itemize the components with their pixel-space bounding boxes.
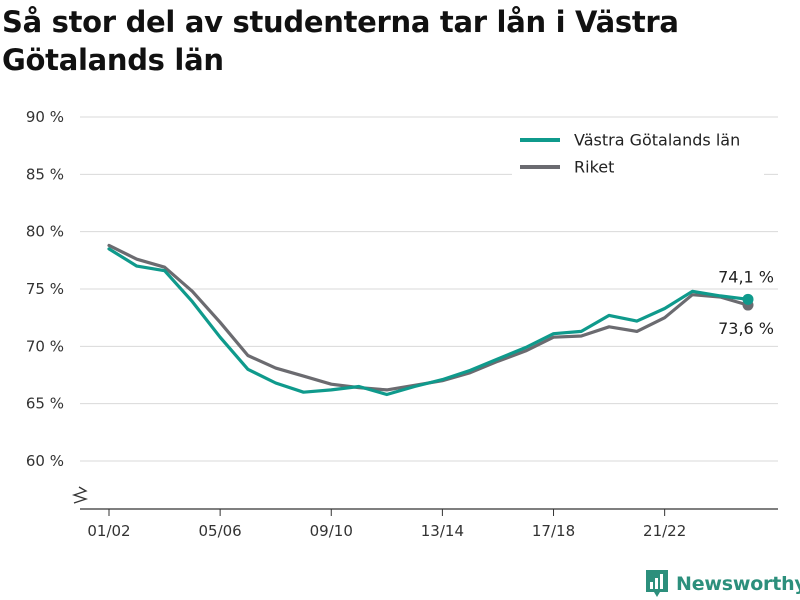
legend: Västra Götalands län Riket [512, 124, 764, 177]
y-tick-label-80: 80 % [26, 223, 64, 241]
chart-title: Så stor del av studenterna tar lån i Väs… [2, 5, 679, 77]
series-line-vastra-gotaland [107, 247, 750, 397]
x-axis: 01/02 05/06 09/10 13/14 17/18 21/22 [71, 486, 778, 540]
newsworthy-logo: Newsworthy [644, 569, 800, 599]
legend-label-riket: Riket [574, 158, 614, 177]
legend-label-vastra-gotaland: Västra Götalands län [574, 131, 740, 150]
x-tick-label-17-18: 17/18 [532, 522, 575, 540]
y-tick-label-90: 90 % [26, 108, 64, 126]
end-label-vastra-gotaland: 74,1 % [718, 267, 774, 286]
x-tick-label-13-14: 13/14 [421, 522, 464, 540]
y-tick-label-70: 70 % [26, 337, 64, 355]
series-lines [107, 243, 750, 397]
x-tick-label-01-02: 01/02 [87, 522, 130, 540]
y-axis-tick-labels: 60 % 65 % 70 % 75 % 80 % 85 % 90 % [26, 108, 64, 470]
end-marker-vastra-gotaland [742, 293, 754, 305]
y-tick-label-85: 85 % [26, 165, 64, 183]
x-tick-label-09-10: 09/10 [310, 522, 353, 540]
x-tick-label-05-06: 05/06 [199, 522, 242, 540]
y-tick-label-75: 75 % [26, 280, 64, 298]
end-label-riket: 73,6 % [718, 319, 774, 338]
end-markers: 74,1 % 73,6 % [718, 267, 774, 338]
newsworthy-logo-text: Newsworthy [676, 573, 800, 595]
x-tick-label-21-22: 21/22 [643, 522, 686, 540]
newsworthy-logo-icon [646, 570, 668, 597]
y-tick-label-65: 65 % [26, 395, 64, 413]
axis-break-icon [71, 486, 89, 504]
y-tick-label-60: 60 % [26, 452, 64, 470]
